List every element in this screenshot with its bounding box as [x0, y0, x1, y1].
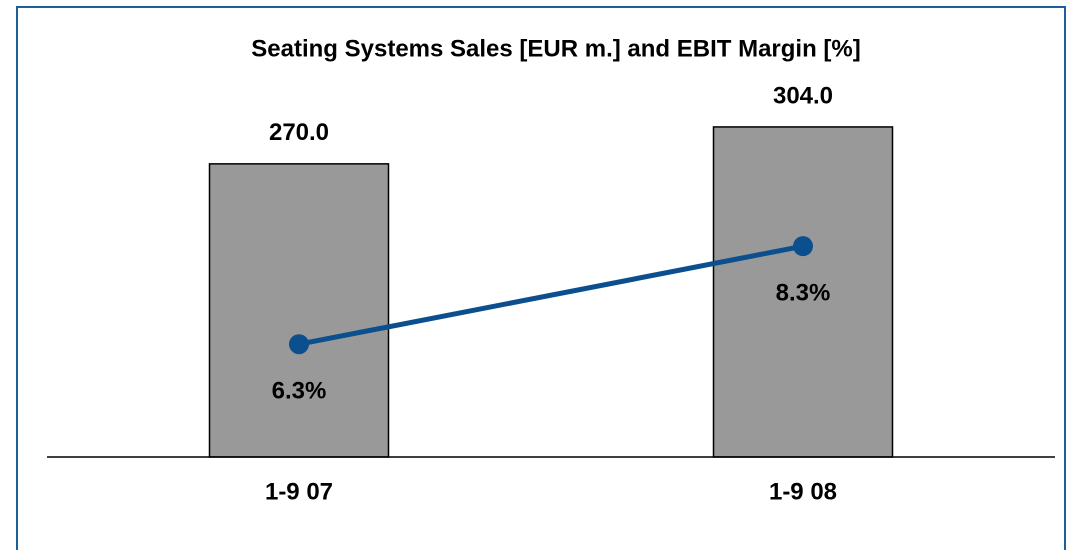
line-value-label: 8.3% — [776, 280, 831, 307]
line-point — [793, 236, 813, 257]
line — [298, 243, 804, 347]
frame — [16, 6, 1066, 550]
x-tick-label: 1-9 08 — [769, 478, 837, 505]
line-point — [289, 334, 309, 355]
chart-title: Seating Systems Sales [EUR m.] and EBIT … — [251, 35, 860, 62]
bar-value-label: 304.0 — [773, 82, 833, 109]
line-value-label: 6.3% — [272, 378, 327, 405]
bar — [712, 126, 894, 458]
bar-value-label: 270.0 — [269, 119, 329, 146]
bar — [208, 163, 390, 458]
x-tick-label: 1-9 07 — [265, 478, 333, 505]
